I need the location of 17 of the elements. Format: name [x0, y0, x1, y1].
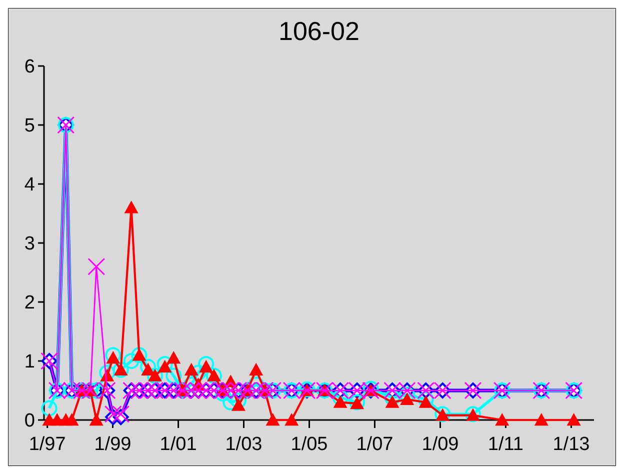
- y-tick-label: 2: [24, 292, 35, 314]
- y-tick-label: 1: [24, 352, 35, 373]
- y-tick-label: 3: [24, 234, 35, 255]
- x-tick-label: 1/03: [225, 434, 262, 455]
- x-tick-label: 1/01: [160, 434, 197, 455]
- y-tick-label: 4: [24, 174, 36, 196]
- y-tick-label: 5: [24, 116, 35, 137]
- x-tick-label: 1/09: [422, 434, 459, 455]
- x-tick-label: 1/05: [290, 434, 328, 455]
- x-tick-label: 1/97: [28, 434, 66, 455]
- x-tick-label: 1/13: [552, 434, 590, 455]
- x-tick-label: 1/11: [488, 434, 524, 455]
- chart-title: 106-02: [278, 16, 360, 46]
- y-tick-label: 6: [24, 56, 35, 78]
- x-tick-label: 1/99: [94, 434, 132, 455]
- y-tick-label: 0: [24, 410, 35, 432]
- x-tick-label: 1/07: [356, 434, 394, 455]
